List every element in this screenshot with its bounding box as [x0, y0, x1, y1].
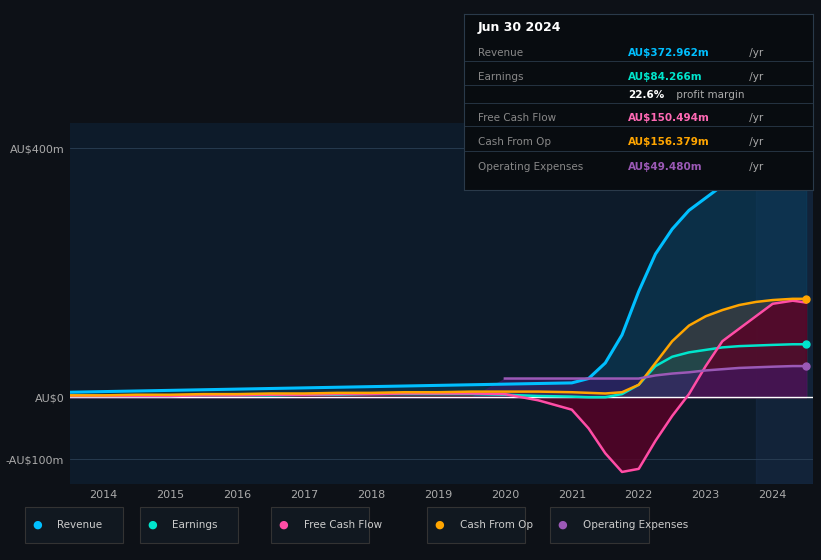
- Text: ●: ●: [557, 520, 567, 530]
- Text: Operating Expenses: Operating Expenses: [478, 162, 583, 172]
- Text: ●: ●: [434, 520, 444, 530]
- Text: /yr: /yr: [746, 48, 764, 58]
- Text: Revenue: Revenue: [57, 520, 103, 530]
- Text: Revenue: Revenue: [478, 48, 523, 58]
- Text: /yr: /yr: [746, 162, 764, 172]
- Text: AU$49.480m: AU$49.480m: [628, 162, 703, 172]
- Text: Free Cash Flow: Free Cash Flow: [478, 113, 556, 123]
- Bar: [756, 123, 813, 484]
- Text: /yr: /yr: [746, 137, 764, 147]
- Text: ●: ●: [32, 520, 42, 530]
- Text: /yr: /yr: [746, 113, 764, 123]
- Text: AU$84.266m: AU$84.266m: [628, 72, 703, 82]
- Text: Cash From Op: Cash From Op: [460, 520, 533, 530]
- Text: /yr: /yr: [746, 72, 764, 82]
- Text: ●: ●: [147, 520, 157, 530]
- Text: Cash From Op: Cash From Op: [478, 137, 551, 147]
- Text: Free Cash Flow: Free Cash Flow: [304, 520, 382, 530]
- Text: Earnings: Earnings: [172, 520, 218, 530]
- Text: AU$372.962m: AU$372.962m: [628, 48, 709, 58]
- Text: AU$150.494m: AU$150.494m: [628, 113, 709, 123]
- Text: AU$156.379m: AU$156.379m: [628, 137, 709, 147]
- Text: Earnings: Earnings: [478, 72, 523, 82]
- Text: Jun 30 2024: Jun 30 2024: [478, 21, 562, 34]
- Text: ●: ●: [278, 520, 288, 530]
- Text: profit margin: profit margin: [673, 90, 745, 100]
- Text: 22.6%: 22.6%: [628, 90, 664, 100]
- Text: Operating Expenses: Operating Expenses: [583, 520, 688, 530]
